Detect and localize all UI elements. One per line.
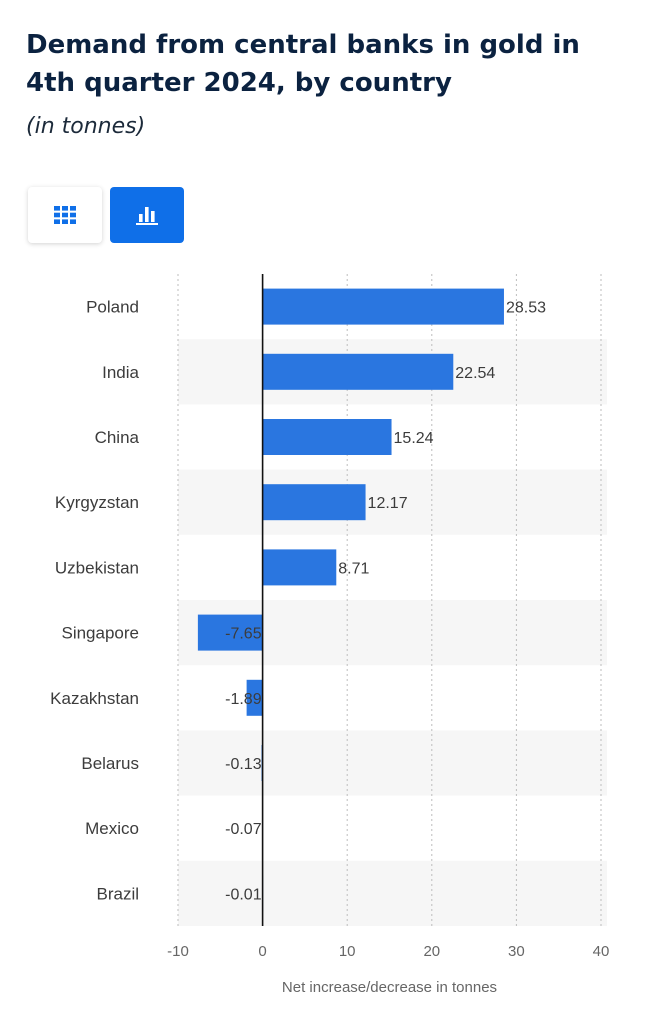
table-view-button[interactable] <box>28 187 102 243</box>
x-tick-label: 40 <box>593 943 610 960</box>
chart-view-button[interactable] <box>110 187 184 243</box>
category-label: India <box>102 363 139 382</box>
bar-uzbekistan[interactable] <box>262 549 337 586</box>
x-tick-label: 10 <box>339 943 356 960</box>
category-label: Kazakhstan <box>50 689 139 708</box>
category-label: Mexico <box>85 819 139 838</box>
category-label: Singapore <box>61 624 139 643</box>
value-label: -1.89 <box>225 691 262 708</box>
row-band <box>178 469 607 535</box>
value-label: 8.71 <box>338 560 369 577</box>
x-tick-label: 0 <box>258 943 266 960</box>
value-label: -7.65 <box>225 626 262 643</box>
value-label: -0.07 <box>225 821 262 838</box>
category-label: Uzbekistan <box>55 558 139 577</box>
value-label: 15.24 <box>394 430 434 447</box>
bar-chart-icon <box>136 207 158 225</box>
category-label: Kyrgyzstan <box>55 493 139 512</box>
category-label: China <box>95 428 140 447</box>
bar-india[interactable] <box>262 353 454 390</box>
value-label: 28.53 <box>506 300 546 317</box>
value-label: -0.01 <box>225 886 262 903</box>
bar-chart: -10 0 10 20 30 40 Poland 28.53 India 22.54 China 15… <box>50 274 610 996</box>
category-label: Poland <box>86 298 139 317</box>
category-label: Brazil <box>96 884 139 903</box>
row-band <box>178 730 607 796</box>
bar-poland[interactable] <box>262 288 504 325</box>
x-tick-label: -10 <box>167 943 189 960</box>
grid-icon <box>54 206 76 224</box>
x-tick-label: 30 <box>508 943 525 960</box>
x-axis-title: Net increase/decrease in tonnes <box>282 979 497 996</box>
x-tick-label: 20 <box>423 943 440 960</box>
chart-title: Demand from central banks in gold in 4th… <box>26 30 580 98</box>
chart-subtitle: (in tonnes) <box>26 114 146 139</box>
bar-kyrgyzstan[interactable] <box>262 484 366 521</box>
bar-kazakhstan[interactable] <box>246 679 263 716</box>
category-label: Belarus <box>81 754 139 773</box>
value-label: 12.17 <box>368 495 408 512</box>
bar-china[interactable] <box>262 419 392 455</box>
bar-singapore[interactable] <box>197 614 263 651</box>
value-label: 22.54 <box>455 365 495 382</box>
value-label: -0.13 <box>225 756 262 773</box>
row-band <box>178 860 607 926</box>
